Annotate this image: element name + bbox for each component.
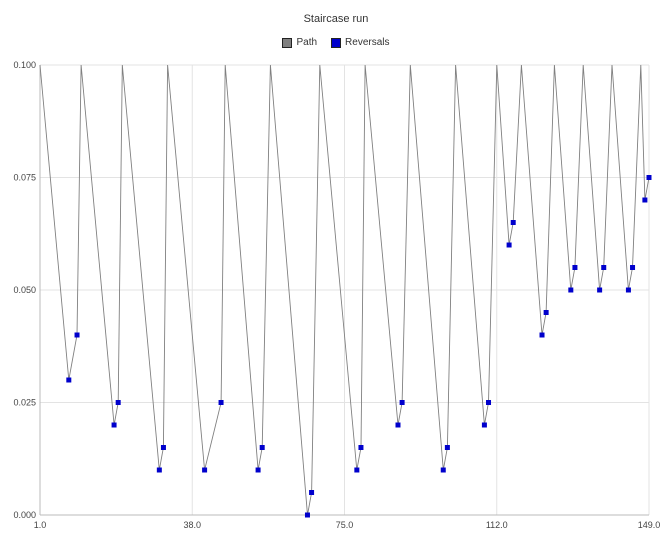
reversal-point — [601, 265, 607, 270]
x-tick-label: 1.0 — [34, 520, 47, 530]
reversal-point — [625, 287, 631, 293]
reversal-point — [481, 422, 487, 428]
x-tick-label: 112.0 — [486, 520, 508, 530]
reversal-point — [395, 422, 401, 428]
reversal-point — [358, 445, 364, 450]
legend-swatch-reversals — [331, 37, 342, 48]
reversal-point — [642, 197, 648, 203]
reversal-point — [597, 287, 603, 293]
reversal-point — [66, 377, 72, 383]
legend-label-reversals: Reversals — [345, 37, 390, 48]
reversal-point — [111, 422, 117, 428]
reversal-point — [646, 175, 652, 180]
legend-item-reversals: Reversals — [331, 37, 390, 48]
reversal-point — [486, 400, 492, 405]
legend-label-path: Path — [296, 37, 318, 48]
legend-item-path: Path — [282, 37, 317, 48]
series-line-path — [39, 64, 650, 516]
y-tick-label: 0.050 — [13, 285, 36, 295]
reversal-point — [115, 400, 121, 405]
x-tick-label: 38.0 — [183, 520, 201, 530]
reversal-point — [354, 467, 360, 473]
reversal-point — [218, 400, 224, 405]
x-tick-label: 149.0 — [638, 520, 661, 530]
reversal-point — [202, 467, 208, 473]
reversal-point — [543, 310, 549, 315]
reversal-point — [304, 512, 310, 518]
reversal-point — [630, 265, 636, 270]
reversal-point — [255, 467, 261, 473]
legend-swatch-path — [282, 37, 293, 48]
chart-title: Staircase run — [303, 13, 369, 25]
y-tick-label: 0.100 — [13, 60, 36, 70]
y-tick-label: 0.000 — [13, 510, 36, 520]
reversal-point — [568, 287, 574, 293]
x-tick-label: 75.0 — [336, 520, 354, 530]
reversal-point — [572, 265, 578, 270]
reversal-point — [510, 220, 516, 225]
reversal-point — [440, 467, 446, 473]
reversal-point — [309, 490, 315, 495]
reversal-point — [444, 445, 450, 450]
reversal-point — [399, 400, 405, 405]
y-tick-label: 0.075 — [13, 173, 36, 183]
reversal-point — [506, 242, 512, 248]
reversal-point — [74, 332, 80, 338]
y-tick-label: 0.025 — [13, 398, 36, 408]
reversal-point — [156, 467, 162, 473]
reversal-point — [259, 445, 265, 450]
reversal-point — [160, 445, 166, 450]
reversal-point — [539, 332, 545, 338]
legend: Path Reversals — [0, 37, 672, 48]
